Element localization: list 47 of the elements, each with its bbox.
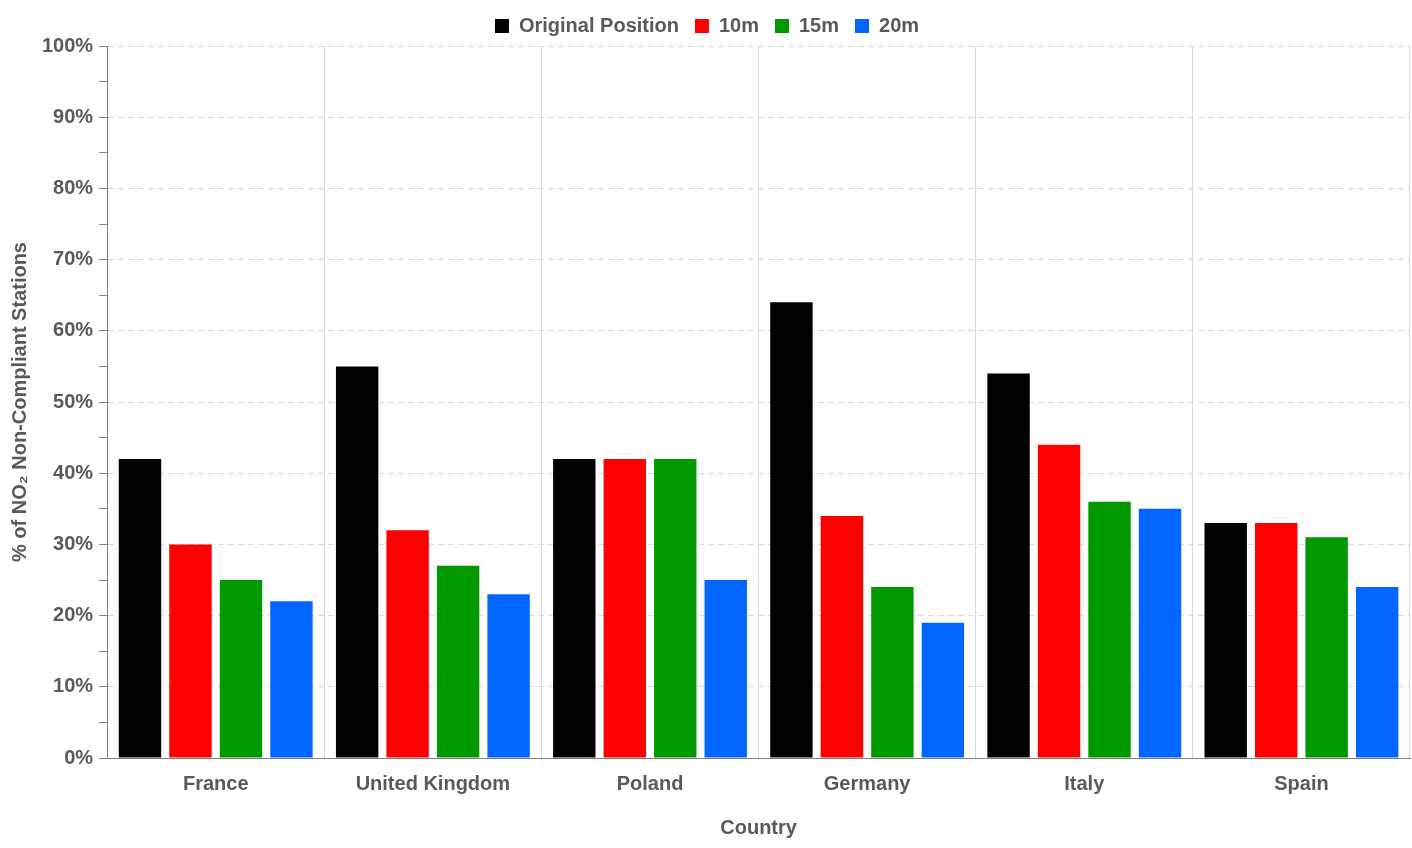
bar — [1037, 444, 1081, 758]
y-tick-label: 30% — [53, 531, 94, 554]
bar — [270, 601, 313, 758]
legend-label: 15m — [798, 13, 840, 36]
bar — [654, 458, 697, 758]
y-tick-label: 100% — [42, 33, 94, 56]
y-tick-label: 0% — [64, 745, 94, 768]
bar — [1305, 537, 1348, 758]
bar — [1088, 501, 1131, 758]
y-tick-label: 70% — [53, 247, 94, 270]
bar — [335, 366, 379, 758]
legend-label: Original Position — [518, 13, 679, 36]
bar — [1204, 523, 1247, 758]
legend-label: 20m — [879, 13, 920, 36]
legend-label: 10m — [718, 13, 759, 36]
x-tick-label: United Kingdom — [355, 771, 511, 794]
bar — [1138, 508, 1182, 758]
bar — [921, 622, 965, 758]
bar — [704, 580, 747, 758]
y-tick-label: 20% — [53, 603, 94, 626]
y-axis-title: % of NO₂ Non-Compliant Stations — [7, 242, 30, 562]
bar — [118, 458, 162, 758]
x-tick-label: France — [182, 771, 249, 794]
y-tick-label: 40% — [53, 460, 94, 483]
bar — [487, 594, 530, 758]
bar — [386, 530, 429, 758]
bar — [987, 373, 1030, 758]
y-tick-label: 80% — [53, 175, 94, 198]
bar — [770, 302, 813, 758]
x-tick-label: Poland — [616, 771, 684, 794]
bar — [1254, 523, 1298, 758]
bar — [820, 515, 864, 758]
bar — [169, 544, 212, 758]
y-tick-label: 90% — [53, 104, 94, 127]
bar — [1355, 587, 1399, 758]
x-tick-label: Spain — [1274, 771, 1329, 794]
x-axis-title: Country — [720, 815, 798, 838]
y-tick-label: 60% — [53, 318, 94, 341]
y-tick-label: 10% — [53, 674, 94, 697]
bar — [871, 587, 914, 758]
bar — [603, 458, 646, 758]
x-tick-label: Germany — [823, 771, 912, 794]
bar — [436, 565, 480, 758]
y-tick-label: 50% — [53, 389, 94, 412]
bar — [219, 580, 263, 758]
x-tick-label: Italy — [1064, 771, 1106, 794]
bar — [553, 458, 596, 758]
